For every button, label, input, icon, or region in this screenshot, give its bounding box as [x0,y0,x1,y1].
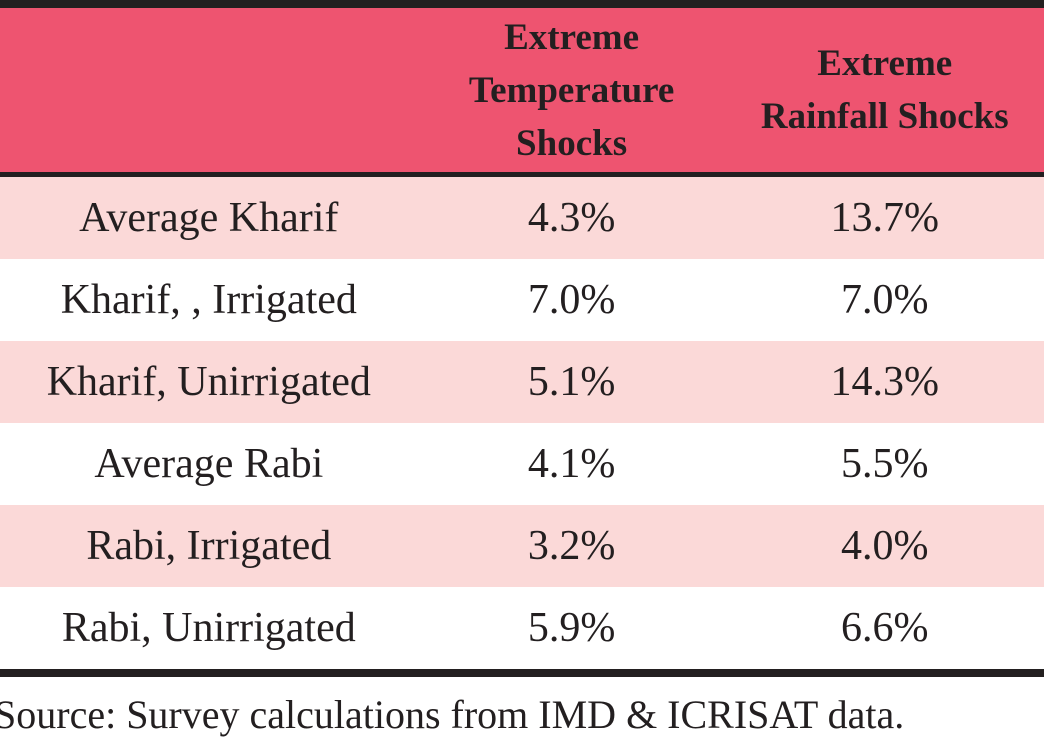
rainfall-shock-value: 5.5% [841,441,929,487]
temperature-shock-value: 4.3% [527,195,616,241]
table-row-kharif-irrigated: Kharif, , Irrigated 7.0% 7.0% [0,259,1044,341]
rainfall-shock-value: 7.0% [841,277,929,323]
row-label: Average Kharif [79,195,339,241]
row-label: Rabi, Unirrigated [61,605,356,651]
table-row-average-kharif: Average Kharif 4.3% 13.7% [0,177,1044,259]
shock-probability-table-figure: Extreme Temperature Shocks Extreme Rainf… [0,0,1044,737]
header-extreme-temperature-shocks: Extreme Temperature Shocks [468,16,675,164]
temperature-shock-value: 3.2% [527,523,616,569]
row-label: Rabi, Irrigated [86,523,332,569]
row-label: Kharif, , Irrigated [60,277,357,323]
temperature-shock-value: 4.1% [527,441,616,487]
table-row-rabi-unirrigated: Rabi, Unirrigated 5.9% 6.6% [0,587,1044,669]
rainfall-shock-value: 14.3% [830,359,940,405]
temperature-shock-value: 5.9% [527,605,616,651]
header-extreme-rainfall-shocks: Extreme Rainfall Shocks [760,43,1009,137]
shock-probability-table: Extreme Temperature Shocks Extreme Rainf… [0,0,1044,677]
rainfall-shock-value: 6.6% [841,605,929,651]
row-label: Kharif, Unirrigated [46,359,371,405]
temperature-shock-value: 5.1% [527,359,616,405]
table-header-row: Extreme Temperature Shocks Extreme Rainf… [0,8,1044,177]
row-label: Average Rabi [94,441,324,487]
temperature-shock-value: 7.0% [527,277,616,323]
rainfall-shock-value: 4.0% [841,523,929,569]
source-note: Source: Survey calculations from IMD & I… [0,692,905,737]
rainfall-shock-value: 13.7% [830,195,940,241]
table-row-average-rabi: Average Rabi 4.1% 5.5% [0,423,1044,505]
table-row-rabi-irrigated: Rabi, Irrigated 3.2% 4.0% [0,505,1044,587]
table-row-kharif-unirrigated: Kharif, Unirrigated 5.1% 14.3% [0,341,1044,423]
